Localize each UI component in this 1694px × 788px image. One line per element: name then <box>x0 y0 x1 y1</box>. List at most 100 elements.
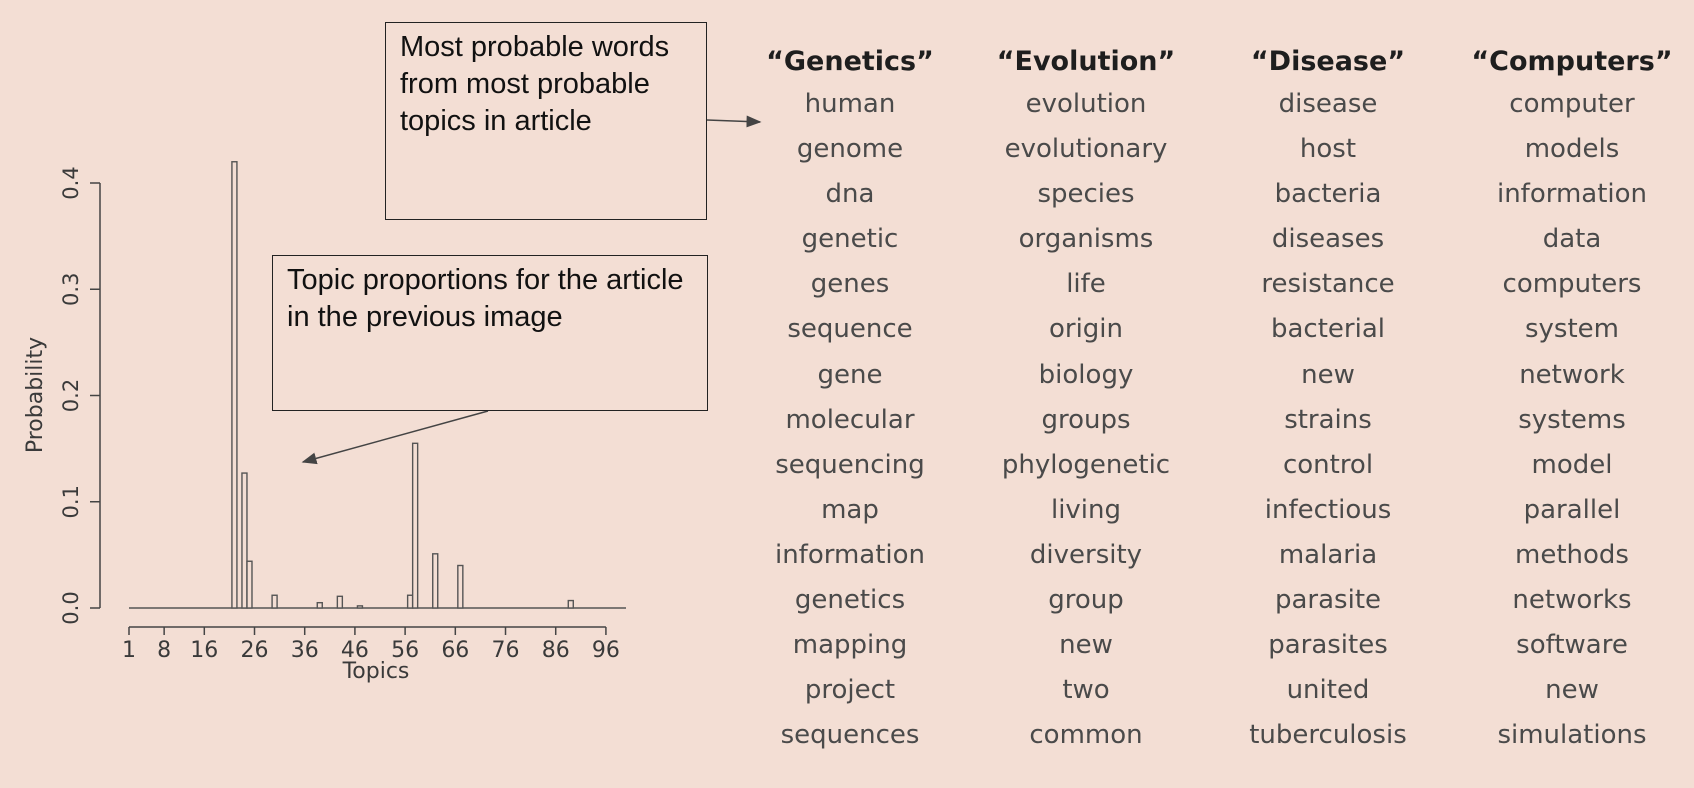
bar <box>458 566 463 609</box>
topic-word: gene <box>740 353 960 398</box>
topic-word: organisms <box>976 217 1196 262</box>
topic-word: diversity <box>976 533 1196 578</box>
topic-word: network <box>1462 353 1682 398</box>
topic-word: project <box>740 668 960 713</box>
topics-callout-arrow <box>303 411 488 462</box>
y-tick-label: 0.0 <box>59 591 83 624</box>
topic-word: mapping <box>740 623 960 668</box>
topic-word: evolutionary <box>976 127 1196 172</box>
topic-word: common <box>976 713 1196 758</box>
topic-word: model <box>1462 443 1682 488</box>
topic-word: host <box>1218 127 1438 172</box>
topic-word: diseases <box>1218 217 1438 262</box>
bar <box>433 554 438 608</box>
bar <box>232 162 237 608</box>
topic-column-evolution: “Evolution” evolution evolutionary speci… <box>976 42 1196 758</box>
topic-word: methods <box>1462 533 1682 578</box>
topic-word: computers <box>1462 262 1682 307</box>
topic-column-computers: “Computers” computer models information … <box>1462 42 1682 758</box>
x-tick-label: 76 <box>492 638 520 663</box>
topic-word: sequences <box>740 713 960 758</box>
topic-word: data <box>1462 217 1682 262</box>
x-tick-label: 36 <box>291 638 319 663</box>
topic-header: “Computers” <box>1462 42 1682 82</box>
y-tick-label: 0.2 <box>59 379 83 412</box>
topic-word: group <box>976 578 1196 623</box>
topic-header: “Evolution” <box>976 42 1196 82</box>
x-tick-label: 96 <box>592 638 620 663</box>
topic-word: disease <box>1218 82 1438 127</box>
x-tick-label: 26 <box>241 638 269 663</box>
topic-word: new <box>976 623 1196 668</box>
bar <box>568 601 573 608</box>
bar <box>357 606 362 608</box>
bar <box>413 443 418 608</box>
topic-word: system <box>1462 307 1682 352</box>
topic-word: parasites <box>1218 623 1438 668</box>
chart-axes: 0.0 0.1 0.2 0.3 0.4 1 8 16 26 36 46 56 66 76 86 96 <box>59 166 620 663</box>
topic-word: control <box>1218 443 1438 488</box>
x-tick-label: 8 <box>157 638 171 663</box>
topic-word: living <box>976 488 1196 533</box>
x-tick-label: 66 <box>441 638 469 663</box>
bar <box>317 603 322 608</box>
topic-word: genome <box>740 127 960 172</box>
topics-callout: Topic proportions for the article in the… <box>272 255 708 411</box>
y-tick-label: 0.1 <box>59 485 83 518</box>
topic-column-disease: “Disease” disease host bacteria diseases… <box>1218 42 1438 758</box>
topic-word: genes <box>740 262 960 307</box>
topic-word: models <box>1462 127 1682 172</box>
bar <box>408 595 413 608</box>
topic-word: origin <box>976 307 1196 352</box>
topic-word: species <box>976 172 1196 217</box>
topic-word: tuberculosis <box>1218 713 1438 758</box>
x-axis-label: Topics <box>342 659 410 684</box>
topic-word: genetic <box>740 217 960 262</box>
y-axis-label: Probability <box>23 337 48 453</box>
topic-word: human <box>740 82 960 127</box>
topic-word: information <box>740 533 960 578</box>
topic-word: infectious <box>1218 488 1438 533</box>
topic-word: groups <box>976 398 1196 443</box>
y-tick-label: 0.3 <box>59 273 83 306</box>
topic-word: molecular <box>740 398 960 443</box>
words-callout: Most probable words from most probable t… <box>385 22 707 220</box>
bar <box>272 595 277 608</box>
topic-word: software <box>1462 623 1682 668</box>
x-tick-label: 16 <box>190 638 218 663</box>
topic-word: evolution <box>976 82 1196 127</box>
topic-word: networks <box>1462 578 1682 623</box>
topic-word: phylogenetic <box>976 443 1196 488</box>
topic-word: parasite <box>1218 578 1438 623</box>
topic-word: sequence <box>740 307 960 352</box>
topic-word: bacterial <box>1218 307 1438 352</box>
topic-word: genetics <box>740 578 960 623</box>
topic-word: dna <box>740 172 960 217</box>
topic-word: biology <box>976 353 1196 398</box>
topic-word: two <box>976 668 1196 713</box>
topic-word: resistance <box>1218 262 1438 307</box>
topic-word: malaria <box>1218 533 1438 578</box>
x-tick-label: 86 <box>542 638 570 663</box>
topic-header: “Disease” <box>1218 42 1438 82</box>
topic-word: parallel <box>1462 488 1682 533</box>
topic-word: sequencing <box>740 443 960 488</box>
topic-word: systems <box>1462 398 1682 443</box>
topic-word: life <box>976 262 1196 307</box>
topic-word: computer <box>1462 82 1682 127</box>
topic-word: information <box>1462 172 1682 217</box>
topic-word: new <box>1462 668 1682 713</box>
bar <box>337 596 342 608</box>
bar <box>247 561 252 608</box>
topic-word: strains <box>1218 398 1438 443</box>
x-tick-label: 1 <box>122 638 136 663</box>
topic-word: map <box>740 488 960 533</box>
topic-word: united <box>1218 668 1438 713</box>
y-tick-label: 0.4 <box>59 166 83 199</box>
topic-word: new <box>1218 353 1438 398</box>
topic-word: simulations <box>1462 713 1682 758</box>
bar <box>242 473 247 608</box>
topic-word: bacteria <box>1218 172 1438 217</box>
topic-column-genetics: “Genetics” human genome dna genetic gene… <box>740 42 960 758</box>
topic-header: “Genetics” <box>740 42 960 82</box>
